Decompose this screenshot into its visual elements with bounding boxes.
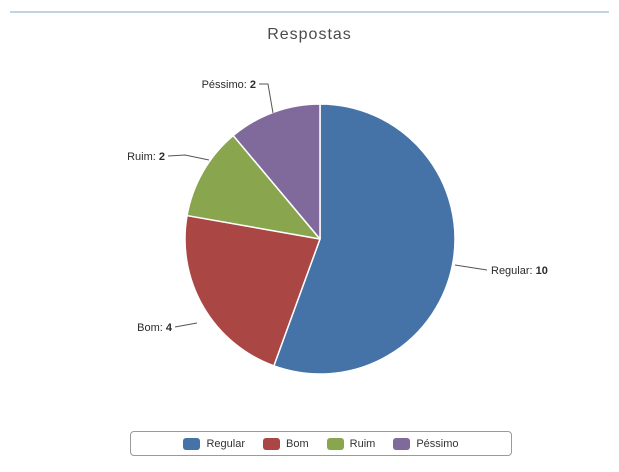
legend-label-regular: Regular	[206, 437, 246, 450]
data-label-ruim: Ruim: 2	[127, 151, 165, 163]
legend-item-ruim[interactable]: Ruim	[326, 437, 376, 450]
pie-slice-ruim[interactable]	[186, 134, 321, 240]
leader-line-ruim	[167, 154, 210, 161]
legend-swatch-bom	[263, 437, 281, 450]
chart-title: Respostas	[267, 26, 352, 43]
legend-swatch-pessimo	[393, 437, 411, 450]
legend-item-regular[interactable]: Regular	[183, 437, 246, 450]
legend-item-pessimo[interactable]: Péssimo	[393, 437, 459, 450]
pie-slice-regular[interactable]	[273, 103, 456, 375]
legend-swatch-regular	[183, 437, 201, 450]
data-label-pessimo: Péssimo: 2	[202, 79, 256, 91]
pie-slice-bom[interactable]	[184, 214, 321, 367]
legend-swatch-ruim	[326, 437, 344, 450]
data-label-bom: Bom: 4	[137, 322, 173, 334]
legend-label-pessimo: Péssimo	[416, 437, 459, 450]
top-divider	[10, 11, 609, 13]
leader-line-regular	[454, 264, 488, 271]
chart-legend: Regular Bom Ruim Péssimo	[130, 431, 512, 456]
legend-label-ruim: Ruim	[349, 437, 376, 450]
leader-line-bom	[174, 322, 198, 328]
legend-item-bom[interactable]: Bom	[263, 437, 309, 450]
pie-slice-pessimo[interactable]	[232, 103, 321, 240]
leader-line-pessimo	[259, 83, 274, 114]
legend-label-bom: Bom	[286, 437, 309, 450]
pie-chart: Regular: 10 Bom: 4 Ruim: 2 Péssimo: 2	[127, 79, 548, 375]
data-label-regular: Regular: 10	[491, 265, 548, 277]
